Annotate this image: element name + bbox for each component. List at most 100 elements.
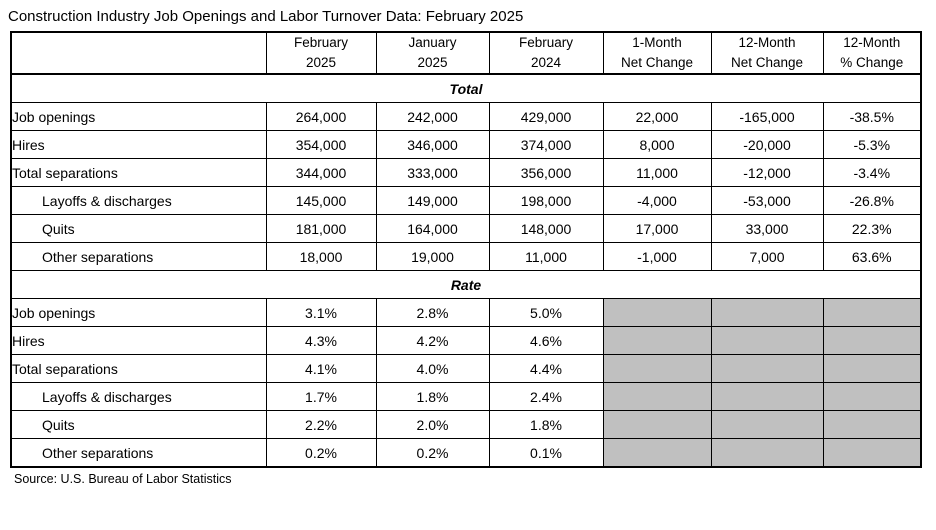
row-label: Layoffs & discharges — [10, 186, 267, 215]
cell-value: 4.2% — [375, 326, 490, 355]
cell-value: 148,000 — [488, 214, 604, 243]
row-label: Total separations — [10, 354, 267, 383]
cell-value: 11,000 — [602, 158, 712, 187]
cell-value: -3.4% — [822, 158, 922, 187]
row-label: Hires — [10, 326, 267, 355]
column-header: 1-Month Net Change — [602, 31, 712, 75]
cell-value: 344,000 — [265, 158, 377, 187]
shaded-empty-cell — [602, 438, 712, 468]
cell-value: 8,000 — [602, 130, 712, 159]
shaded-empty-cell — [710, 382, 824, 411]
section-header-rate: Rate — [10, 270, 922, 299]
table-row: Layoffs & discharges 145,000 149,000 198,00… — [10, 186, 922, 215]
cell-value: 17,000 — [602, 214, 712, 243]
table-row: Total separations 344,000 333,000 356,000 11… — [10, 158, 922, 187]
cell-value: 7,000 — [710, 242, 824, 271]
cell-value: 18,000 — [265, 242, 377, 271]
cell-value: 4.0% — [375, 354, 490, 383]
cell-value: -1,000 — [602, 242, 712, 271]
source-note: Source: U.S. Bureau of Labor Statistics — [14, 472, 232, 486]
section-row: Rate — [10, 270, 922, 299]
table-row: Other separations 18,000 19,000 11,000 -1,00… — [10, 242, 922, 271]
cell-value: 0.2% — [265, 438, 377, 468]
table-row: Layoffs & discharges 1.7% 1.8% 2.4% — [10, 382, 922, 411]
table-row: Hires 354,000 346,000 374,000 8,000 -20,000 -5… — [10, 130, 922, 159]
table-row: Job openings 3.1% 2.8% 5.0% — [10, 298, 922, 327]
cell-value: 11,000 — [488, 242, 604, 271]
column-header: January 2025 — [375, 31, 490, 75]
cell-value: 4.4% — [488, 354, 604, 383]
cell-value: 33,000 — [710, 214, 824, 243]
cell-value: 164,000 — [375, 214, 490, 243]
cell-value: 198,000 — [488, 186, 604, 215]
shaded-empty-cell — [602, 298, 712, 327]
cell-value: 3.1% — [265, 298, 377, 327]
table-row: Hires 4.3% 4.2% 4.6% — [10, 326, 922, 355]
cell-value: -20,000 — [710, 130, 824, 159]
shaded-empty-cell — [602, 354, 712, 383]
cell-value: 374,000 — [488, 130, 604, 159]
cell-value: 4.3% — [265, 326, 377, 355]
column-header: 12-Month Net Change — [710, 31, 824, 75]
cell-value: 2.2% — [265, 410, 377, 439]
table-row: Job openings 264,000 242,000 429,000 22,000-… — [10, 102, 922, 131]
cell-value: -4,000 — [602, 186, 712, 215]
jolts-data-table: February 2025 January 2025 February 2024 1-… — [10, 31, 922, 468]
shaded-empty-cell — [710, 410, 824, 439]
cell-value: -165,000 — [710, 102, 824, 131]
row-label: Total separations — [10, 158, 267, 187]
cell-value: 356,000 — [488, 158, 604, 187]
cell-value: 429,000 — [488, 102, 604, 131]
cell-value: 22,000 — [602, 102, 712, 131]
cell-value: 4.6% — [488, 326, 604, 355]
cell-value: 264,000 — [265, 102, 377, 131]
shaded-empty-cell — [710, 298, 824, 327]
shaded-empty-cell — [822, 438, 922, 468]
cell-value: 2.0% — [375, 410, 490, 439]
cell-value: 346,000 — [375, 130, 490, 159]
cell-value: 2.8% — [375, 298, 490, 327]
section-header-total: Total — [10, 73, 922, 103]
shaded-empty-cell — [602, 382, 712, 411]
cell-value: 22.3% — [822, 214, 922, 243]
cell-value: 5.0% — [488, 298, 604, 327]
shaded-empty-cell — [710, 354, 824, 383]
cell-value: 63.6% — [822, 242, 922, 271]
cell-value: 1.7% — [265, 382, 377, 411]
cell-value: 1.8% — [375, 382, 490, 411]
cell-value: -26.8% — [822, 186, 922, 215]
cell-value: -38.5% — [822, 102, 922, 131]
cell-value: -12,000 — [710, 158, 824, 187]
row-label: Other separations — [10, 438, 267, 468]
cell-value: 0.1% — [488, 438, 604, 468]
row-label: Quits — [10, 214, 267, 243]
shaded-empty-cell — [822, 326, 922, 355]
shaded-empty-cell — [602, 410, 712, 439]
page-title: Construction Industry Job Openings and L… — [8, 8, 524, 25]
cell-value: 1.8% — [488, 410, 604, 439]
cell-value: 19,000 — [375, 242, 490, 271]
row-label: Quits — [10, 410, 267, 439]
row-label-column-header — [10, 31, 267, 75]
table-row: Total separations 4.1% 4.0% 4.4% — [10, 354, 922, 383]
shaded-empty-cell — [822, 298, 922, 327]
cell-value: 2.4% — [488, 382, 604, 411]
row-label: Job openings — [10, 102, 267, 131]
column-header: February 2025 — [265, 31, 377, 75]
shaded-empty-cell — [822, 354, 922, 383]
cell-value: 4.1% — [265, 354, 377, 383]
cell-value: 145,000 — [265, 186, 377, 215]
cell-value: -53,000 — [710, 186, 824, 215]
row-label: Layoffs & discharges — [10, 382, 267, 411]
row-label: Other separations — [10, 242, 267, 271]
header-row: February 2025 January 2025 February 2024 1-… — [10, 31, 922, 75]
shaded-empty-cell — [710, 438, 824, 468]
cell-value: -5.3% — [822, 130, 922, 159]
row-label: Job openings — [10, 298, 267, 327]
column-header: February 2024 — [488, 31, 604, 75]
cell-value: 181,000 — [265, 214, 377, 243]
shaded-empty-cell — [602, 326, 712, 355]
row-label: Hires — [10, 130, 267, 159]
cell-value: 149,000 — [375, 186, 490, 215]
table-row: Quits 2.2% 2.0% 1.8% — [10, 410, 922, 439]
